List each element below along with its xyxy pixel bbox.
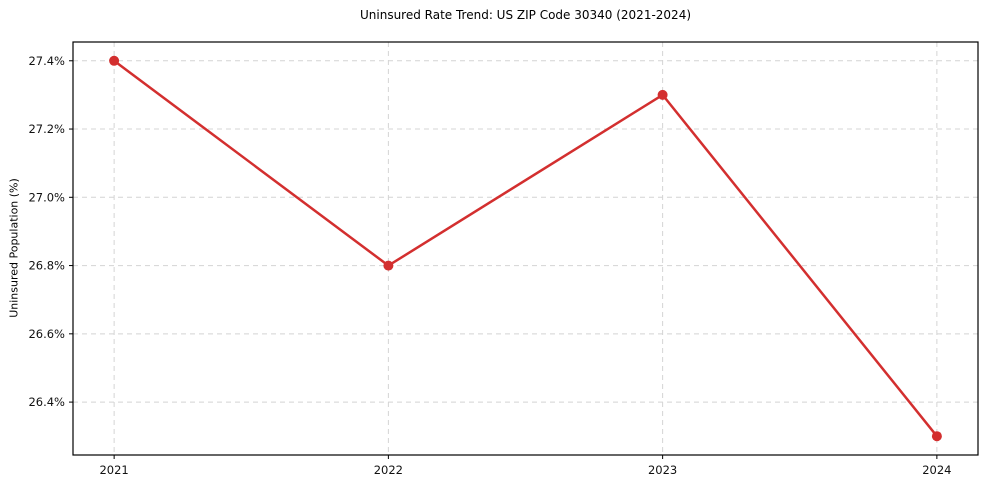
x-tick-label: 2021	[99, 463, 128, 477]
x-tick-label: 2024	[922, 463, 951, 477]
chart-title: Uninsured Rate Trend: US ZIP Code 30340 …	[359, 8, 692, 22]
data-point-marker	[657, 89, 668, 100]
plot-frame	[72, 41, 979, 456]
y-tick-label: 27.0%	[28, 190, 65, 204]
data-point-marker	[931, 431, 942, 442]
x-tick-label: 2022	[374, 463, 403, 477]
y-tick-label: 26.4%	[28, 395, 65, 409]
y-tick-label: 26.8%	[28, 259, 65, 273]
data-point-marker	[383, 260, 394, 271]
trend-line	[112, 59, 939, 438]
y-tick-label: 27.4%	[28, 54, 65, 68]
y-tick-label: 27.2%	[28, 122, 65, 136]
x-tick-label: 2023	[648, 463, 677, 477]
y-tick-label: 26.6%	[28, 327, 65, 341]
data-point-marker	[109, 55, 120, 66]
